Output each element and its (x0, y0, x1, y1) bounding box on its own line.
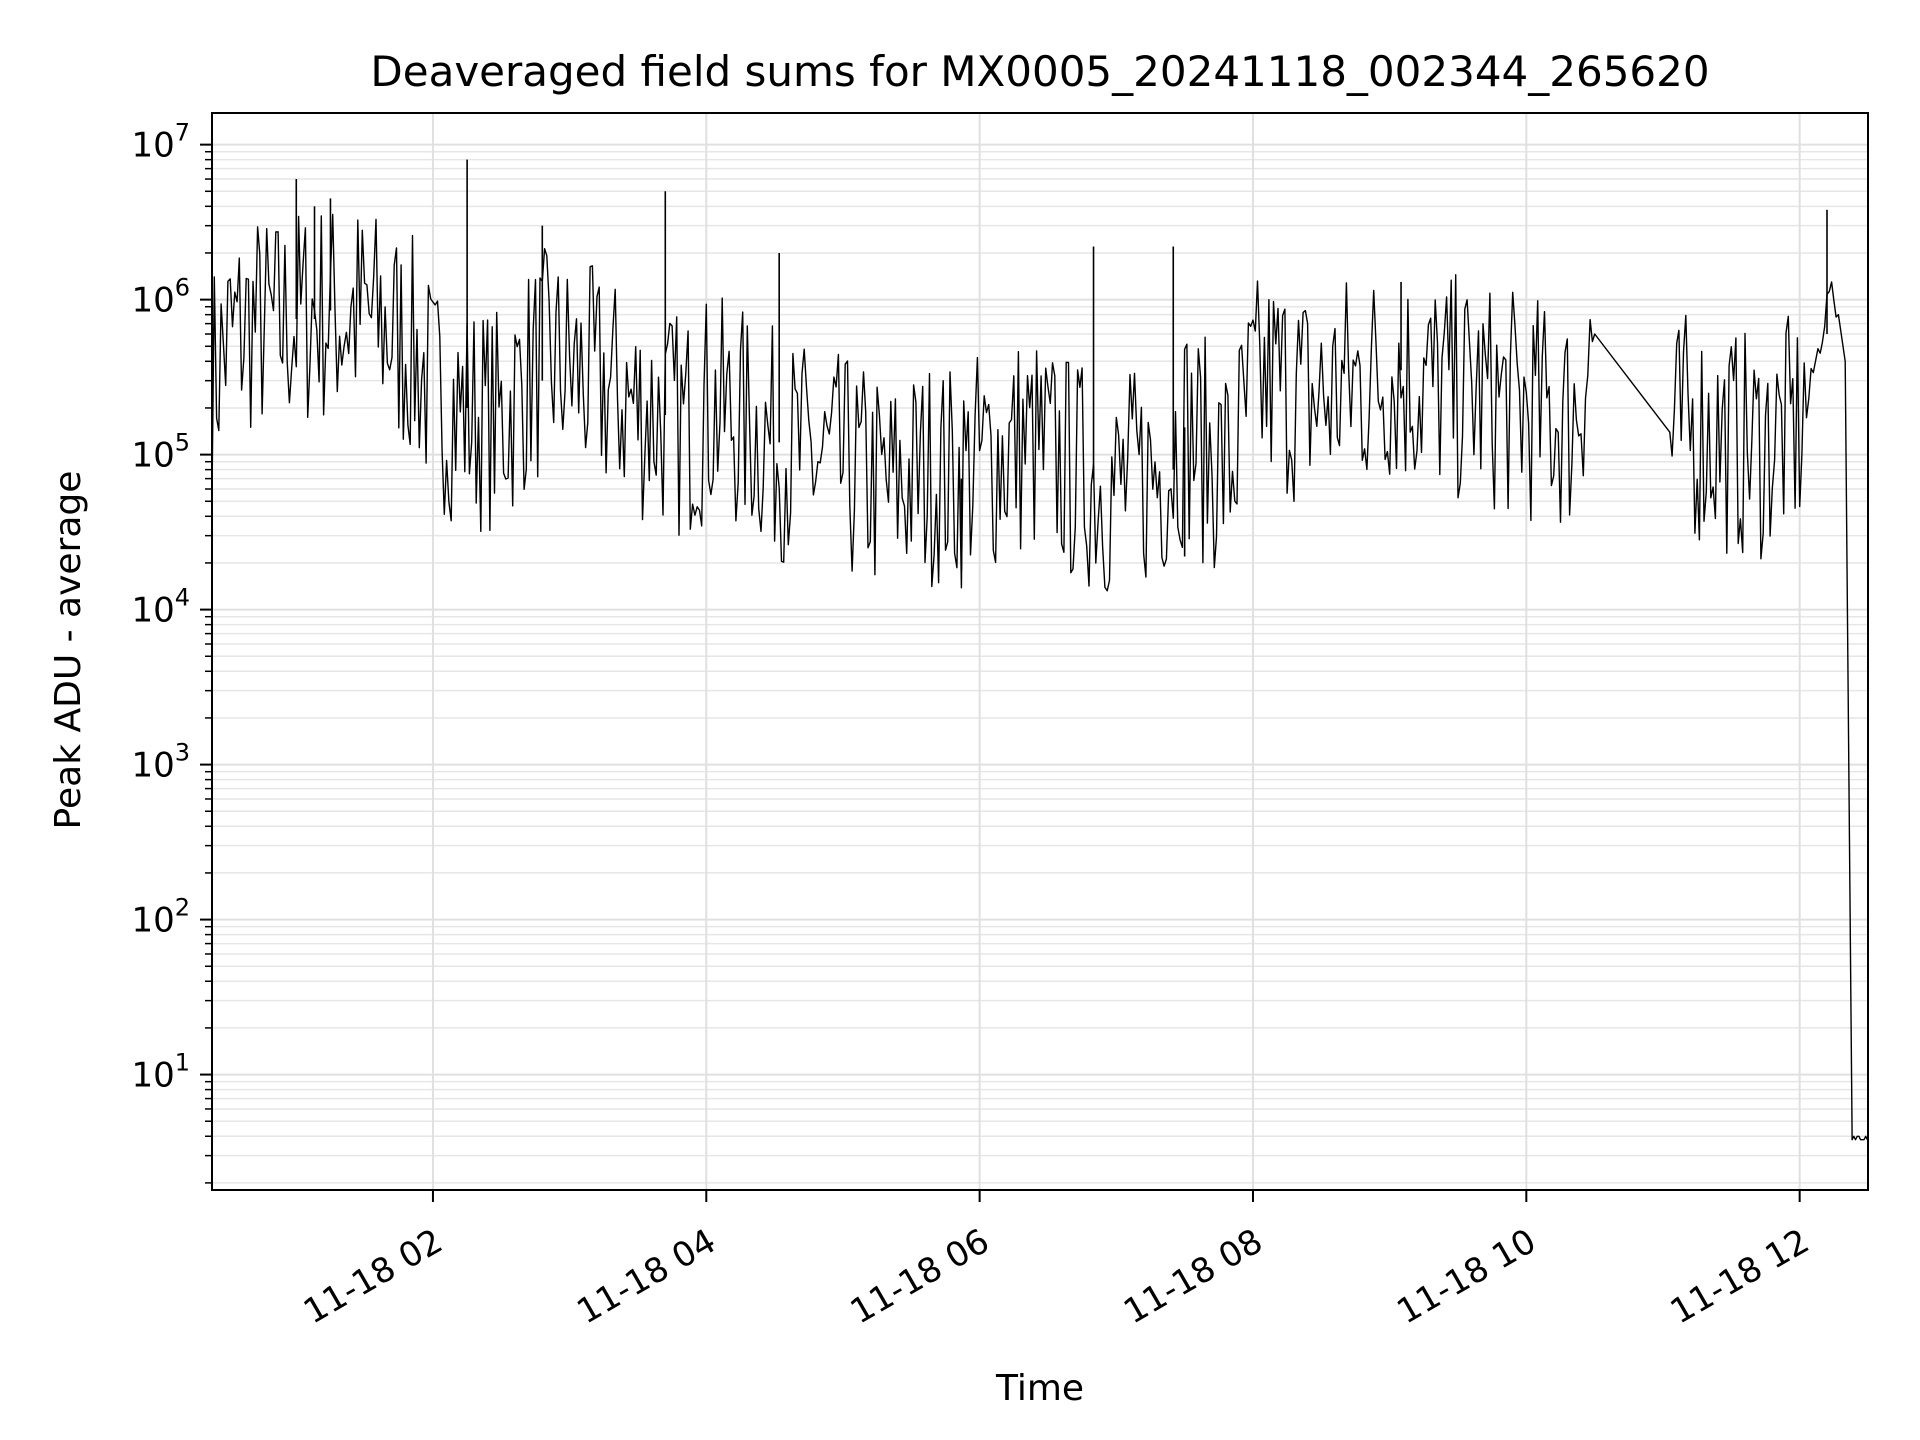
y-tick-label: 102 (131, 894, 190, 941)
grid (212, 113, 1868, 1190)
y-tick-label: 101 (131, 1049, 190, 1096)
y-tick-label: 104 (131, 584, 190, 631)
chart-title: Deaveraged field sums for MX0005_2024111… (370, 47, 1709, 96)
series-line (212, 213, 1868, 1141)
y-ticks: 101 102 103 104 105 106 107 (131, 119, 212, 1184)
y-tick-label: 106 (131, 274, 190, 321)
y-tick-label: 103 (131, 739, 190, 786)
y-tick-label: 107 (131, 119, 190, 166)
series-group (212, 159, 1868, 1141)
y-tick-label: 105 (131, 429, 190, 476)
plot-frame (211, 112, 1869, 1191)
y-axis-label: Peak ADU - average (48, 471, 89, 830)
x-axis-label: Time (995, 1368, 1084, 1409)
